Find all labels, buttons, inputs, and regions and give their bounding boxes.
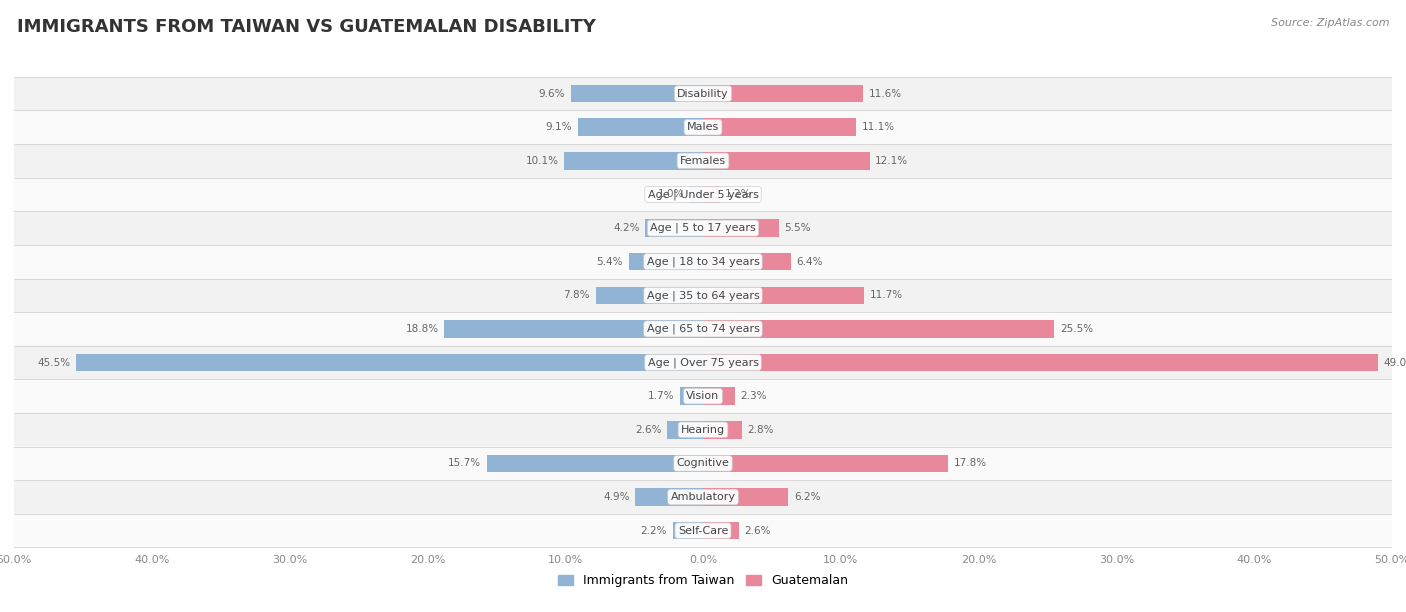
FancyBboxPatch shape [14, 514, 1392, 548]
Text: 2.8%: 2.8% [747, 425, 773, 435]
Text: 11.1%: 11.1% [862, 122, 894, 132]
Text: Disability: Disability [678, 89, 728, 99]
Bar [578, 119, 703, 136]
Text: Age | 5 to 17 years: Age | 5 to 17 years [650, 223, 756, 233]
Legend: Immigrants from Taiwan, Guatemalan: Immigrants from Taiwan, Guatemalan [553, 569, 853, 592]
Text: 10.1%: 10.1% [526, 156, 558, 166]
Bar [679, 387, 703, 405]
FancyBboxPatch shape [14, 144, 1392, 177]
Text: 9.6%: 9.6% [538, 89, 565, 99]
FancyBboxPatch shape [14, 346, 1392, 379]
FancyBboxPatch shape [14, 278, 1392, 312]
Text: Age | 65 to 74 years: Age | 65 to 74 years [647, 324, 759, 334]
Text: 45.5%: 45.5% [38, 357, 70, 368]
Bar [571, 85, 703, 102]
FancyBboxPatch shape [14, 211, 1392, 245]
Bar [645, 219, 703, 237]
Text: Males: Males [688, 122, 718, 132]
Bar [703, 488, 789, 506]
FancyBboxPatch shape [14, 245, 1392, 278]
FancyBboxPatch shape [14, 413, 1392, 447]
Text: Females: Females [681, 156, 725, 166]
Text: 49.0%: 49.0% [1384, 357, 1406, 368]
Text: Age | Over 75 years: Age | Over 75 years [648, 357, 758, 368]
Bar [672, 522, 703, 539]
Text: Age | Under 5 years: Age | Under 5 years [648, 189, 758, 200]
Bar [703, 354, 1378, 371]
FancyBboxPatch shape [14, 379, 1392, 413]
Text: 2.3%: 2.3% [740, 391, 766, 401]
Text: 2.2%: 2.2% [641, 526, 668, 536]
Bar [703, 387, 735, 405]
Bar [76, 354, 703, 371]
Text: 5.4%: 5.4% [596, 256, 623, 267]
Bar [444, 320, 703, 338]
Bar [703, 455, 948, 472]
Text: 5.5%: 5.5% [785, 223, 811, 233]
Text: IMMIGRANTS FROM TAIWAN VS GUATEMALAN DISABILITY: IMMIGRANTS FROM TAIWAN VS GUATEMALAN DIS… [17, 18, 596, 36]
Text: 2.6%: 2.6% [744, 526, 770, 536]
Bar [703, 320, 1054, 338]
FancyBboxPatch shape [14, 110, 1392, 144]
FancyBboxPatch shape [14, 312, 1392, 346]
Bar [703, 253, 792, 271]
Bar [628, 253, 703, 271]
Bar [703, 119, 856, 136]
Bar [703, 85, 863, 102]
Text: 15.7%: 15.7% [449, 458, 481, 468]
Text: 11.7%: 11.7% [870, 290, 903, 300]
Bar [703, 185, 720, 203]
Text: 4.2%: 4.2% [613, 223, 640, 233]
Bar [596, 286, 703, 304]
Text: 6.4%: 6.4% [797, 256, 823, 267]
Text: 1.0%: 1.0% [658, 190, 683, 200]
Bar [703, 219, 779, 237]
Text: Vision: Vision [686, 391, 720, 401]
Text: 18.8%: 18.8% [405, 324, 439, 334]
Bar [486, 455, 703, 472]
Text: Age | 18 to 34 years: Age | 18 to 34 years [647, 256, 759, 267]
Text: 17.8%: 17.8% [953, 458, 987, 468]
Text: 1.2%: 1.2% [725, 190, 752, 200]
Bar [668, 421, 703, 439]
Text: Age | 35 to 64 years: Age | 35 to 64 years [647, 290, 759, 300]
Bar [703, 152, 870, 170]
Bar [689, 185, 703, 203]
Bar [703, 421, 741, 439]
Text: 11.6%: 11.6% [869, 89, 901, 99]
FancyBboxPatch shape [14, 177, 1392, 211]
Text: Cognitive: Cognitive [676, 458, 730, 468]
Text: 6.2%: 6.2% [794, 492, 821, 502]
Text: Hearing: Hearing [681, 425, 725, 435]
Text: 25.5%: 25.5% [1060, 324, 1092, 334]
Text: 7.8%: 7.8% [564, 290, 591, 300]
Text: Source: ZipAtlas.com: Source: ZipAtlas.com [1271, 18, 1389, 28]
Bar [703, 522, 738, 539]
Bar [636, 488, 703, 506]
Text: 12.1%: 12.1% [875, 156, 908, 166]
Text: Self-Care: Self-Care [678, 526, 728, 536]
Bar [703, 286, 865, 304]
Text: 4.9%: 4.9% [603, 492, 630, 502]
FancyBboxPatch shape [14, 480, 1392, 514]
Text: 9.1%: 9.1% [546, 122, 572, 132]
Text: Ambulatory: Ambulatory [671, 492, 735, 502]
FancyBboxPatch shape [14, 76, 1392, 110]
Text: 2.6%: 2.6% [636, 425, 662, 435]
Bar [564, 152, 703, 170]
Text: 1.7%: 1.7% [648, 391, 673, 401]
FancyBboxPatch shape [14, 447, 1392, 480]
